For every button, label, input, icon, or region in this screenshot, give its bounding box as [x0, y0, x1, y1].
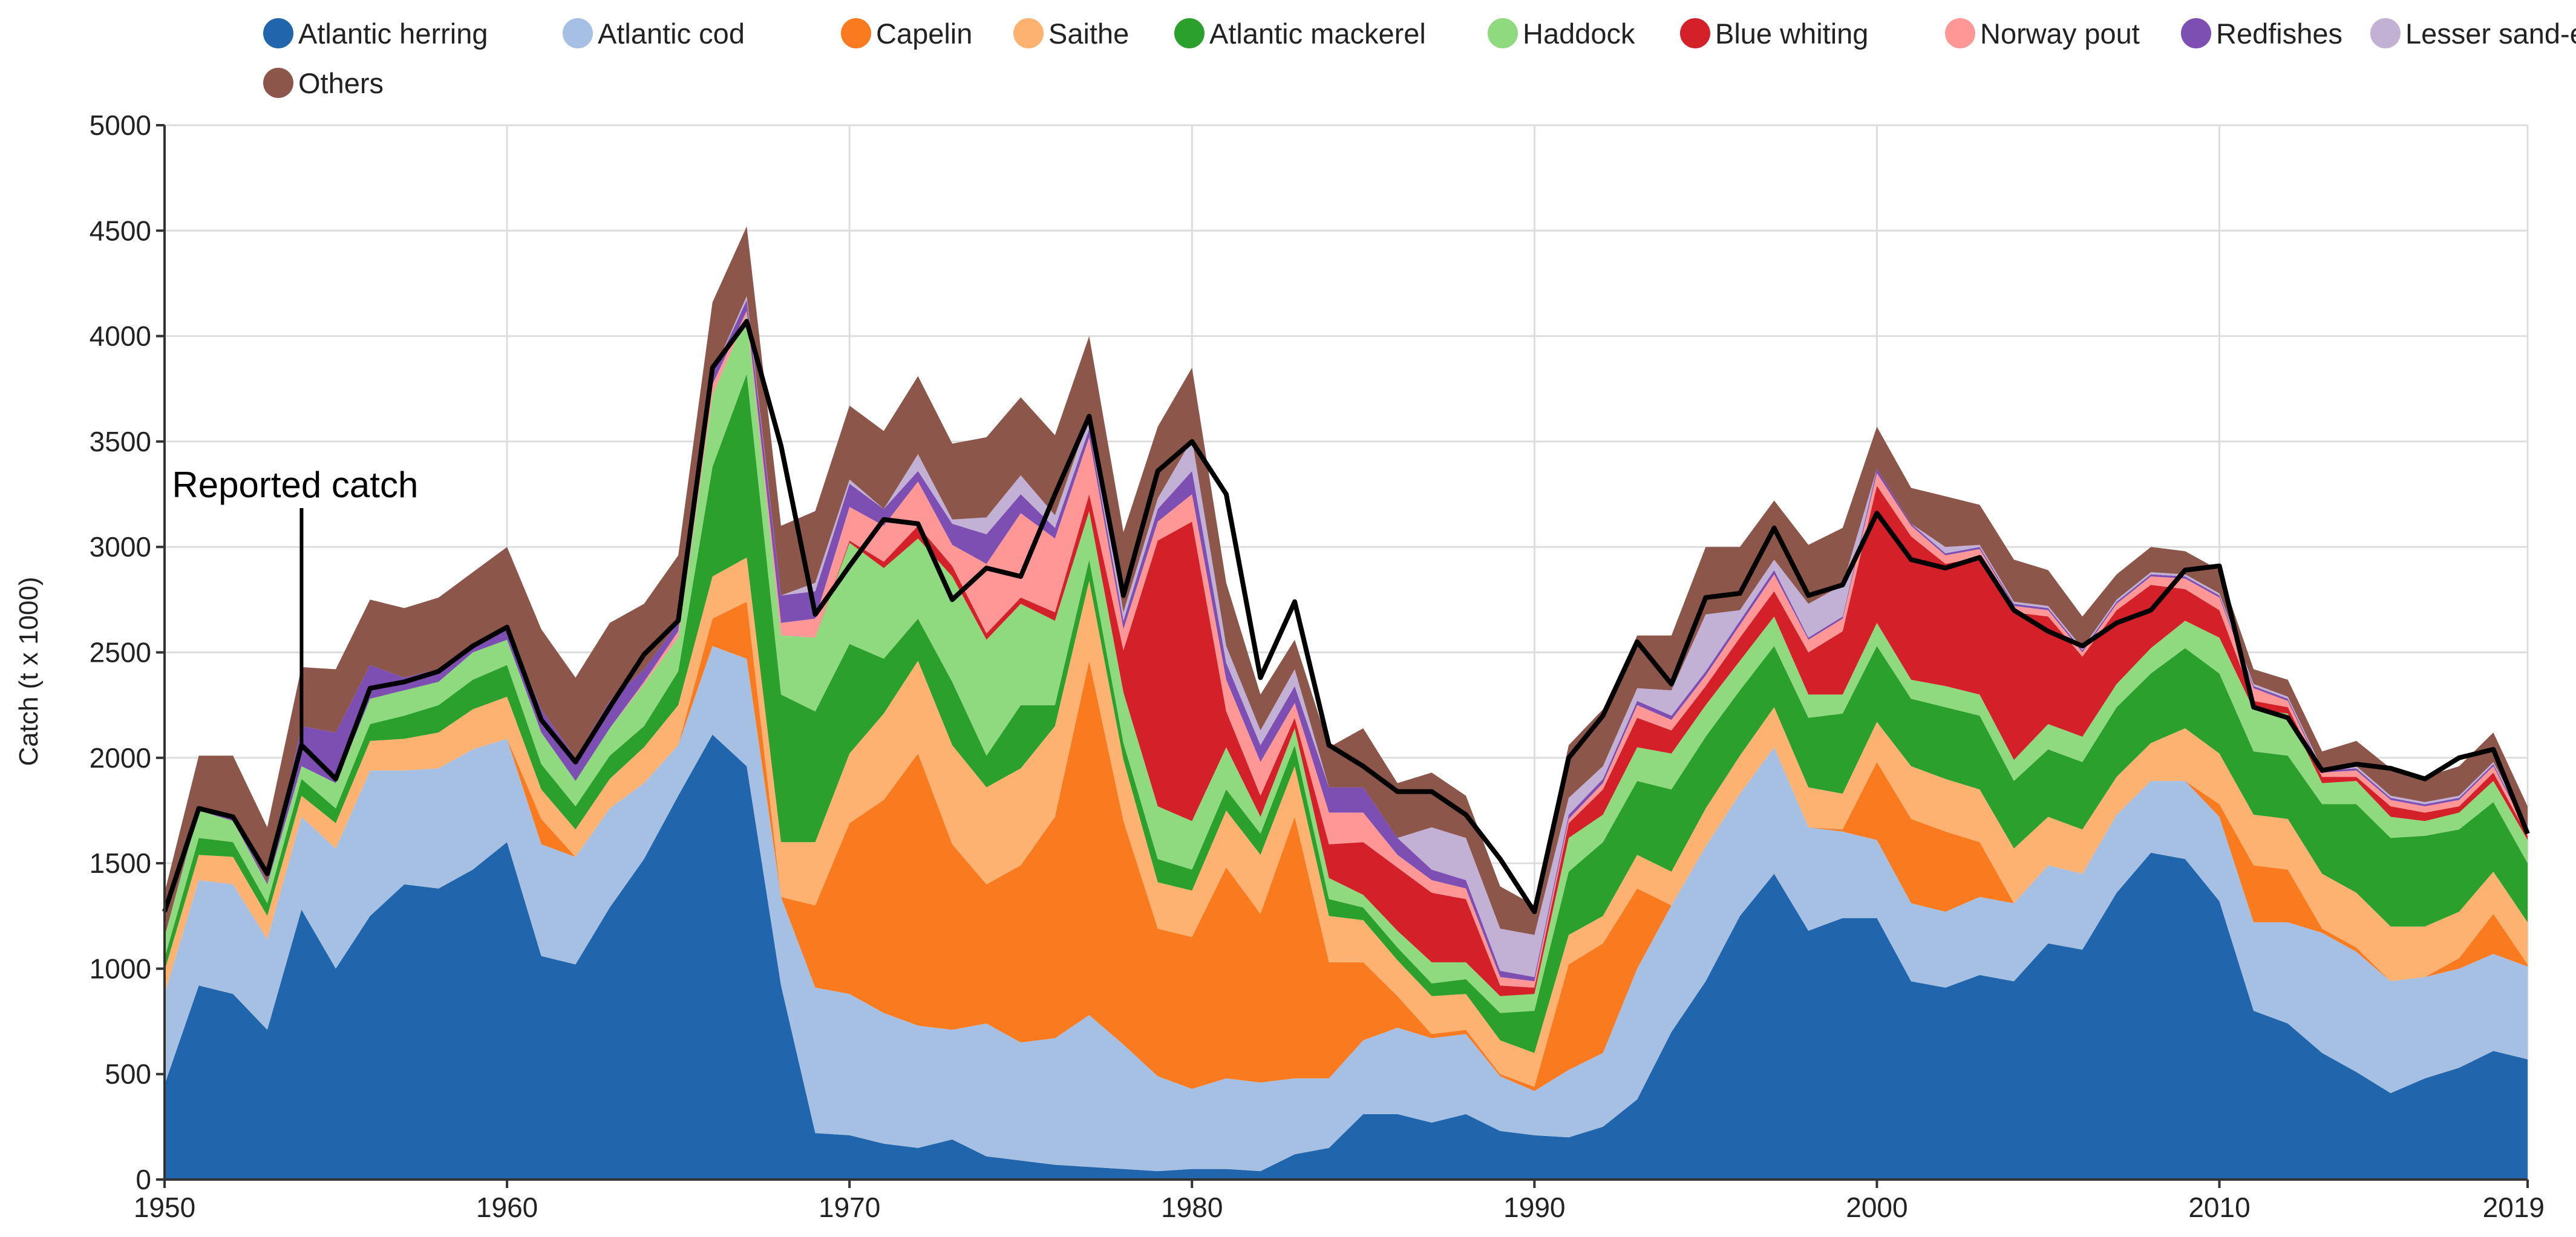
x-tick-label: 1950 [134, 1192, 195, 1223]
y-tick-label: 3000 [90, 531, 151, 563]
legend-label: Atlantic herring [298, 18, 488, 50]
legend-item-haddock[interactable]: Haddock [1488, 18, 1635, 50]
area-atlantic-herring [165, 734, 2528, 1180]
y-tick-label: 4000 [90, 321, 151, 352]
legend-label: Capelin [876, 18, 972, 50]
legend-label: Blue whiting [1715, 18, 1868, 50]
legend-swatch [2181, 18, 2211, 48]
legend-item-blue-whiting[interactable]: Blue whiting [1680, 18, 1868, 50]
legend: Atlantic herring Atlantic cod Capelin Saith… [263, 18, 2576, 99]
y-tick-label: 0 [136, 1164, 151, 1195]
legend-swatch [263, 68, 293, 98]
x-tick-label: 2000 [1846, 1192, 1907, 1223]
reported-catch-line [162, 319, 2530, 915]
y-tick-label: 1000 [90, 953, 151, 984]
legend-item-lesser-sand-eel[interactable]: Lesser sand-eel [2370, 18, 2576, 50]
area-atlantic-mackerel [165, 374, 2528, 1053]
legend-item-saithe[interactable]: Saithe [1013, 18, 1129, 50]
x-tick-label: 1990 [1503, 1192, 1565, 1223]
area-capelin [165, 601, 2528, 1091]
legend-label: Norway pout [1980, 18, 2140, 50]
legend-swatch [263, 18, 293, 48]
legend-item-redfishes[interactable]: Redfishes [2181, 18, 2342, 50]
legend-swatch [563, 18, 593, 48]
y-tick-label: 2000 [90, 742, 151, 774]
area-others [165, 226, 2528, 938]
area-atlantic-cod [165, 646, 2528, 1172]
legend-swatch [1488, 18, 1518, 48]
legend-label: Redfishes [2216, 18, 2342, 50]
y-axis-title: Catch (t x 1000) [14, 576, 44, 766]
x-tick-label: 2010 [2188, 1192, 2250, 1223]
area-layers [165, 226, 2528, 1180]
annotations: Reported catch [172, 465, 418, 748]
annotation-reported-catch: Reported catch [172, 465, 418, 505]
reported-catch-line-group [162, 319, 2530, 915]
x-tick-label: 1960 [476, 1192, 538, 1223]
y-tick-label: 4500 [90, 215, 151, 246]
legend-label: Atlantic mackerel [1209, 18, 1426, 50]
y-tick-label: 5000 [90, 109, 151, 141]
x-tick-label: 2019 [2483, 1192, 2545, 1223]
legend-swatch [1174, 18, 1205, 48]
legend-item-capelin[interactable]: Capelin [841, 18, 972, 50]
legend-swatch [1945, 18, 1975, 48]
legend-item-norway-pout[interactable]: Norway pout [1945, 18, 2140, 50]
y-tick-label: 1500 [90, 847, 151, 879]
area-saithe [165, 557, 2528, 1087]
area-blue-whiting [165, 315, 2528, 996]
legend-item-atlantic-mackerel[interactable]: Atlantic mackerel [1174, 18, 1426, 50]
legend-swatch [2370, 18, 2401, 48]
y-tick-label: 3500 [90, 426, 151, 457]
legend-label: Lesser sand-eel [2405, 18, 2576, 50]
legend-label: Haddock [1523, 18, 1635, 50]
legend-label: Others [298, 67, 384, 99]
legend-item-others[interactable]: Others [263, 67, 384, 99]
legend-label: Atlantic cod [598, 18, 745, 50]
legend-swatch [1013, 18, 1044, 48]
legend-swatch [841, 18, 871, 48]
axes: 0 500 1000 1500 2000 2500 3000 3500 4000 4500 5000… [90, 109, 2545, 1223]
y-tick-label: 500 [105, 1059, 151, 1090]
legend-swatch [1680, 18, 1710, 48]
legend-item-atlantic-herring[interactable]: Atlantic herring [263, 18, 488, 50]
x-tick-label: 1970 [819, 1192, 880, 1223]
x-tick-label: 1980 [1161, 1192, 1223, 1223]
legend-item-atlantic-cod[interactable]: Atlantic cod [563, 18, 745, 50]
y-tick-label: 2500 [90, 637, 151, 668]
legend-label: Saithe [1048, 18, 1129, 50]
